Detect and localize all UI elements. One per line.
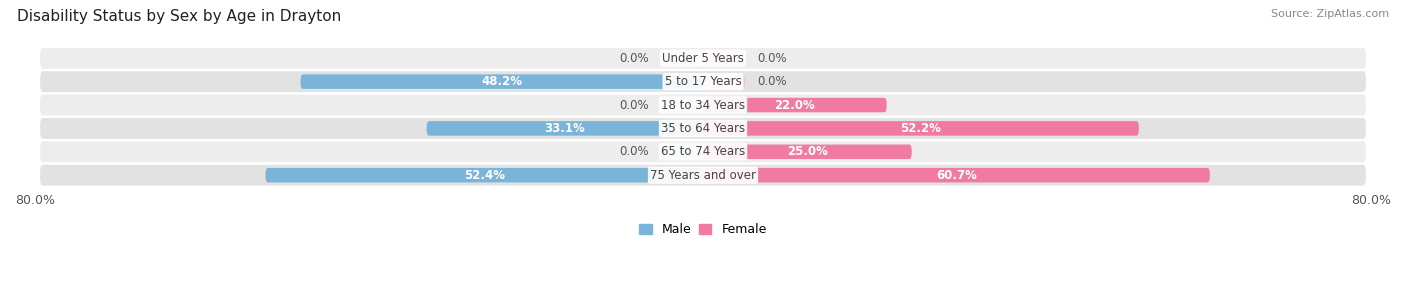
- FancyBboxPatch shape: [39, 70, 1367, 93]
- FancyBboxPatch shape: [39, 140, 1367, 163]
- Text: 60.7%: 60.7%: [936, 169, 977, 182]
- Text: 18 to 34 Years: 18 to 34 Years: [661, 98, 745, 112]
- FancyBboxPatch shape: [39, 94, 1367, 116]
- Text: 0.0%: 0.0%: [619, 52, 648, 65]
- FancyBboxPatch shape: [661, 51, 703, 66]
- FancyBboxPatch shape: [703, 121, 1139, 136]
- FancyBboxPatch shape: [703, 74, 745, 89]
- Text: 25.0%: 25.0%: [787, 145, 828, 158]
- FancyBboxPatch shape: [703, 168, 1209, 182]
- Text: 33.1%: 33.1%: [544, 122, 585, 135]
- Text: 52.4%: 52.4%: [464, 169, 505, 182]
- Text: 75 Years and over: 75 Years and over: [650, 169, 756, 182]
- FancyBboxPatch shape: [661, 98, 703, 112]
- Text: Under 5 Years: Under 5 Years: [662, 52, 744, 65]
- FancyBboxPatch shape: [703, 145, 911, 159]
- FancyBboxPatch shape: [39, 47, 1367, 70]
- FancyBboxPatch shape: [266, 168, 703, 182]
- Text: 22.0%: 22.0%: [775, 98, 815, 112]
- Text: 48.2%: 48.2%: [481, 75, 522, 88]
- FancyBboxPatch shape: [39, 164, 1367, 187]
- Text: Disability Status by Sex by Age in Drayton: Disability Status by Sex by Age in Drayt…: [17, 9, 342, 24]
- Text: Source: ZipAtlas.com: Source: ZipAtlas.com: [1271, 9, 1389, 19]
- FancyBboxPatch shape: [703, 98, 887, 112]
- FancyBboxPatch shape: [39, 117, 1367, 140]
- FancyBboxPatch shape: [661, 145, 703, 159]
- Text: 35 to 64 Years: 35 to 64 Years: [661, 122, 745, 135]
- Legend: Male, Female: Male, Female: [640, 223, 766, 236]
- FancyBboxPatch shape: [426, 121, 703, 136]
- Text: 0.0%: 0.0%: [758, 75, 787, 88]
- Text: 0.0%: 0.0%: [758, 52, 787, 65]
- Text: 0.0%: 0.0%: [619, 145, 648, 158]
- Text: 0.0%: 0.0%: [619, 98, 648, 112]
- FancyBboxPatch shape: [301, 74, 703, 89]
- Text: 65 to 74 Years: 65 to 74 Years: [661, 145, 745, 158]
- FancyBboxPatch shape: [703, 51, 745, 66]
- Text: 52.2%: 52.2%: [900, 122, 942, 135]
- Text: 5 to 17 Years: 5 to 17 Years: [665, 75, 741, 88]
